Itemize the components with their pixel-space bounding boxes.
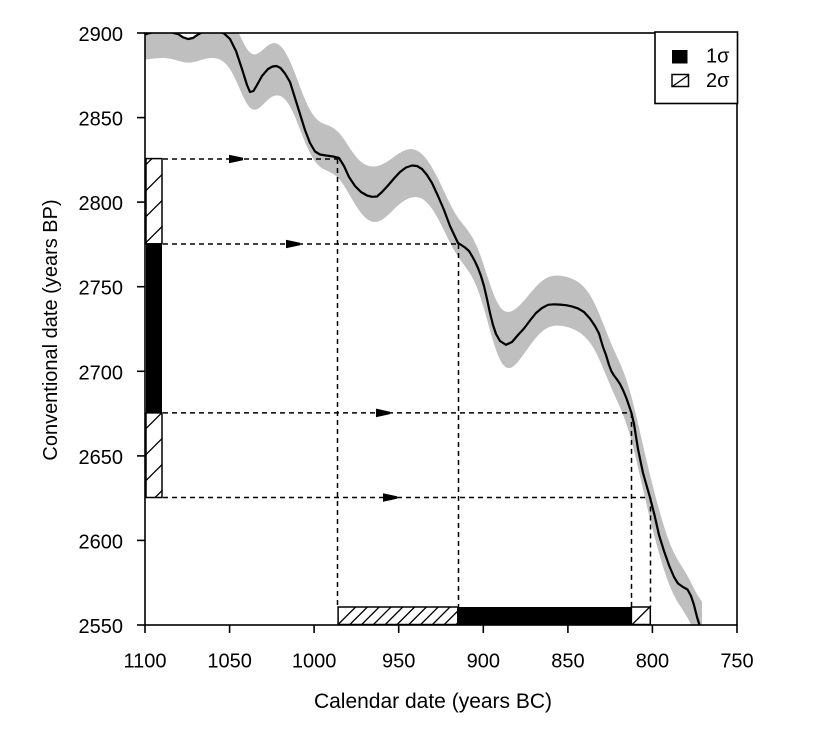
svg-text:1050: 1050 [207, 651, 252, 673]
svg-text:1σ: 1σ [706, 46, 730, 68]
svg-text:850: 850 [551, 651, 584, 673]
svg-text:1100: 1100 [123, 651, 166, 673]
svg-text:750: 750 [720, 651, 753, 673]
svg-text:2σ: 2σ [706, 70, 730, 92]
svg-text:950: 950 [382, 651, 415, 673]
svg-text:2900: 2900 [79, 24, 124, 46]
svg-text:2700: 2700 [79, 362, 124, 384]
svg-text:Conventional date (years BP): Conventional date (years BP) [40, 199, 62, 460]
svg-text:2800: 2800 [79, 193, 124, 215]
svg-text:2550: 2550 [79, 616, 124, 638]
svg-text:900: 900 [467, 651, 500, 673]
svg-text:2750: 2750 [79, 278, 124, 300]
svg-text:Calendar date (years BC): Calendar date (years BC) [314, 690, 552, 713]
svg-text:1000: 1000 [292, 651, 337, 673]
svg-text:2850: 2850 [79, 109, 124, 131]
svg-text:2650: 2650 [79, 447, 124, 469]
svg-text:800: 800 [636, 651, 669, 673]
svg-text:2600: 2600 [79, 531, 124, 553]
